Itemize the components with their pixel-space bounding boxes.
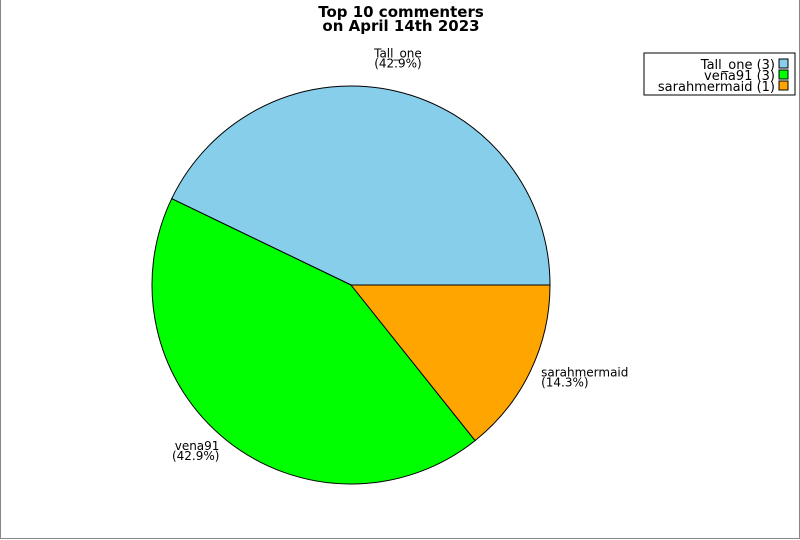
chart-title-line-2: on April 14th 2023 <box>322 17 479 35</box>
slice-label: Tall_one <box>373 46 422 60</box>
legend: Tall_one (3)vena91 (3)sarahmermaid (1) <box>643 52 796 96</box>
slice-percent: (14.3%) <box>541 376 588 390</box>
legend-label: sarahmermaid (1) <box>658 80 775 95</box>
slice-percent: (42.9%) <box>374 56 421 70</box>
legend-swatch <box>778 58 789 69</box>
slice-percent: (42.9%) <box>172 449 219 463</box>
legend-label: Tall_one (3) <box>700 58 775 73</box>
legend-swatch <box>778 69 789 80</box>
slice-label: sarahmermaid <box>541 366 628 380</box>
legend-swatch <box>778 80 789 91</box>
slice-label: vena91 <box>175 439 220 453</box>
pie-slice-vena91 <box>151 197 476 485</box>
pie-slice-Tall_one <box>171 85 551 286</box>
chart-title-line-1: Top 10 commenters <box>318 3 484 21</box>
legend-label: vena91 (3) <box>704 69 775 84</box>
pie-slice-sarahmermaid <box>349 284 551 442</box>
